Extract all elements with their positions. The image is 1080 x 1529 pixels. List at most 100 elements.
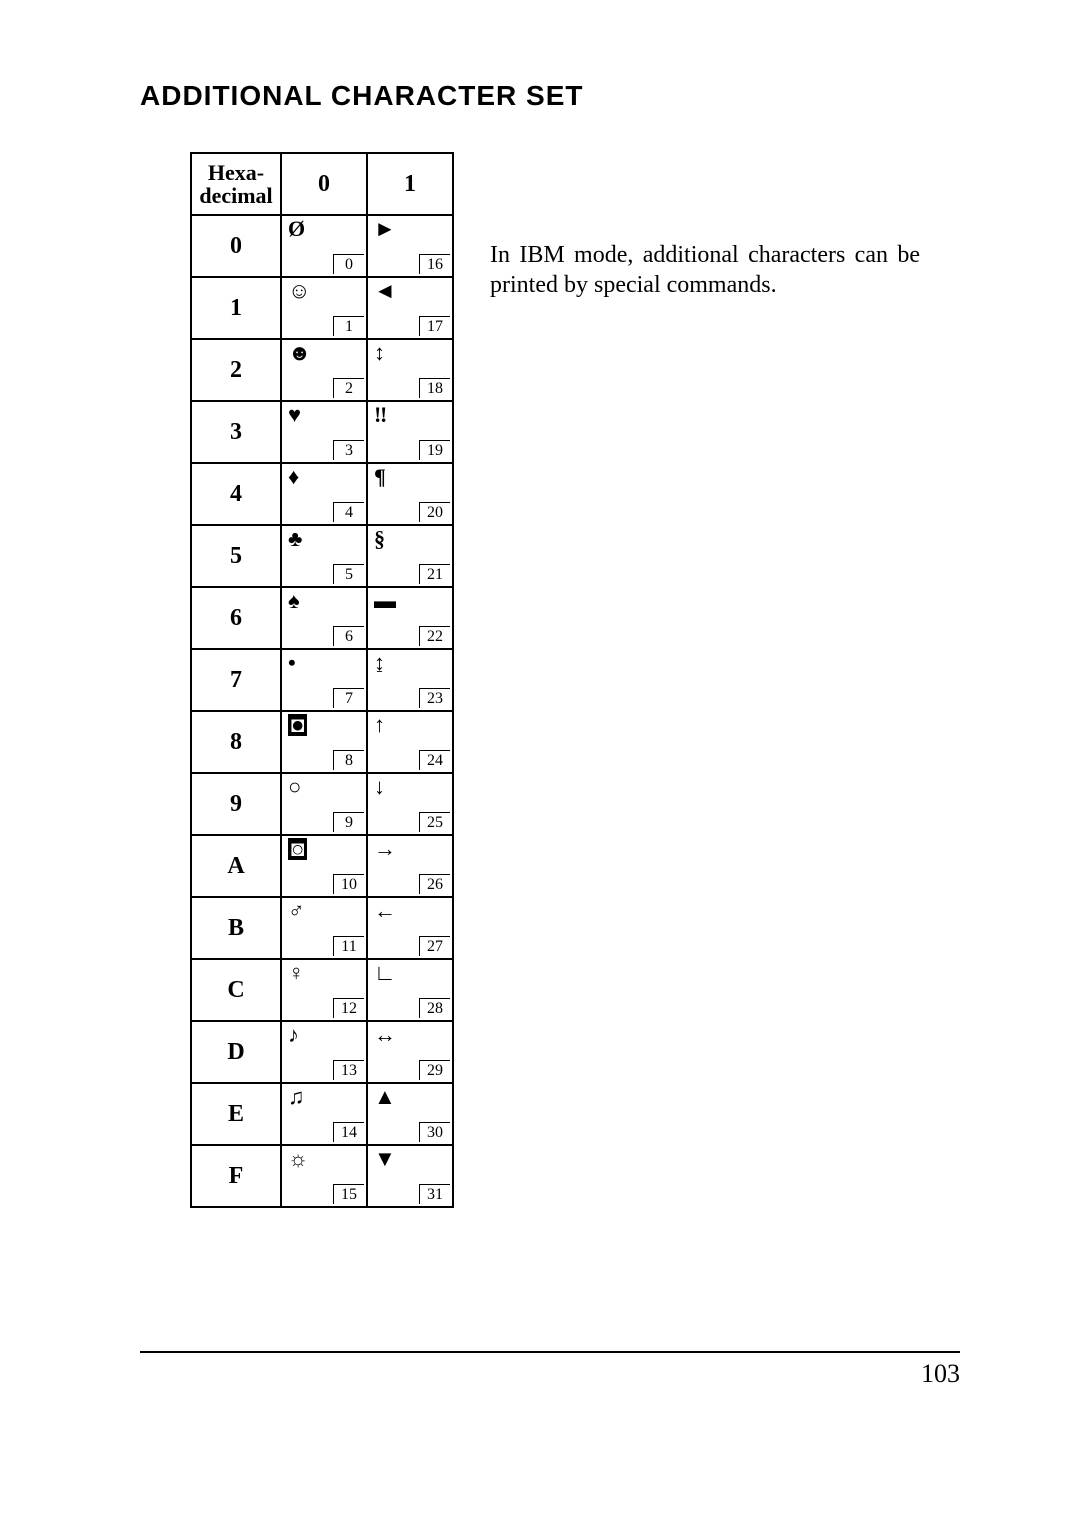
charset-cell: ♂ 11 — [281, 897, 367, 959]
charset-cell: ♥3 — [281, 401, 367, 463]
decimal-index: 21 — [419, 564, 450, 584]
table-row: B ♂ 11←27 — [191, 897, 453, 959]
table-row: 8 ◘ 8 ↑ 24 — [191, 711, 453, 773]
glyph: ♀ — [288, 962, 305, 984]
header-corner: Hexa- decimal — [191, 153, 281, 215]
charset-cell: Ø0 — [281, 215, 367, 277]
glyph: ↕ — [374, 342, 385, 364]
decimal-index: 2 — [333, 378, 364, 398]
glyph: ▲ — [374, 1086, 396, 1108]
table-row: C♀12∟28 — [191, 959, 453, 1021]
decimal-index: 0 — [333, 254, 364, 274]
charset-cell: ▬ 22 — [367, 587, 453, 649]
glyph: ► — [374, 218, 396, 240]
glyph: ♂ — [288, 900, 305, 922]
content-row: Hexa- decimal 0 1 0Ø0►161☺1◄172☻2↕183♥3‼… — [140, 152, 960, 1208]
glyph: ▼ — [374, 1148, 396, 1170]
glyph: ♫ — [288, 1086, 305, 1108]
header-col-1: 1 — [367, 153, 453, 215]
table-row: 4♦4 ¶ 20 — [191, 463, 453, 525]
table-row: E♫14▲30 — [191, 1083, 453, 1145]
glyph: ↑ — [374, 714, 385, 736]
decimal-index: 6 — [333, 626, 364, 646]
row-key: F — [191, 1145, 281, 1207]
decimal-index: 23 — [419, 688, 450, 708]
charset-cell: ♪13 — [281, 1021, 367, 1083]
charset-cell: § 21 — [367, 525, 453, 587]
page-footer: 103 — [140, 1351, 960, 1389]
glyph: ◙ — [288, 838, 307, 860]
decimal-index: 4 — [333, 502, 364, 522]
glyph: ▬ — [374, 590, 396, 612]
charset-cell: ∟28 — [367, 959, 453, 1021]
charset-cell: ○9 — [281, 773, 367, 835]
decimal-index: 3 — [333, 440, 364, 460]
table-row: F ☼ 15 ▼ 31 — [191, 1145, 453, 1207]
charset-tbody: 0Ø0►161☺1◄172☻2↕183♥3‼194♦4¶205♣5§216♠6▬… — [191, 215, 453, 1207]
charset-cell: ♫14 — [281, 1083, 367, 1145]
glyph: ☻ — [288, 342, 311, 364]
charset-cell: → 26 — [367, 835, 453, 897]
side-text: In IBM mode, additional characters can b… — [490, 152, 920, 300]
row-key: E — [191, 1083, 281, 1145]
row-key: 5 — [191, 525, 281, 587]
row-key: B — [191, 897, 281, 959]
row-key: 8 — [191, 711, 281, 773]
charset-cell: ☼ 15 — [281, 1145, 367, 1207]
glyph: ♪ — [288, 1024, 299, 1046]
glyph: ○ — [288, 776, 301, 798]
decimal-index: 15 — [333, 1184, 364, 1204]
charset-cell: ♀12 — [281, 959, 367, 1021]
header-col-0: 0 — [281, 153, 367, 215]
charset-cell: ¶ 20 — [367, 463, 453, 525]
page-number: 103 — [921, 1359, 960, 1388]
glyph: ◘ — [288, 714, 307, 736]
glyph: ¶ — [374, 466, 386, 488]
charset-cell: ↨ 23 — [367, 649, 453, 711]
charset-cell: ◄17 — [367, 277, 453, 339]
charset-cell: ► 16 — [367, 215, 453, 277]
glyph: ♣ — [288, 528, 302, 550]
table-row: A◙10 → 26 — [191, 835, 453, 897]
glyph: ☼ — [288, 1148, 308, 1170]
decimal-index: 27 — [419, 936, 450, 956]
decimal-index: 31 — [419, 1184, 450, 1204]
charset-cell: ◙10 — [281, 835, 367, 897]
glyph: → — [374, 838, 396, 860]
charset-cell: •7 — [281, 649, 367, 711]
decimal-index: 17 — [419, 316, 450, 336]
glyph: ☺ — [288, 280, 310, 302]
charset-cell: ↔29 — [367, 1021, 453, 1083]
row-key: 9 — [191, 773, 281, 835]
table-row: D♪13↔29 — [191, 1021, 453, 1083]
glyph: ↨ — [374, 652, 385, 674]
row-key: 7 — [191, 649, 281, 711]
glyph: ∟ — [374, 962, 396, 984]
row-key: A — [191, 835, 281, 897]
charset-cell: ←27 — [367, 897, 453, 959]
charset-cell: ↓25 — [367, 773, 453, 835]
decimal-index: 26 — [419, 874, 450, 894]
table-row: 0Ø0►16 — [191, 215, 453, 277]
glyph: Ø — [288, 218, 305, 240]
row-key: 1 — [191, 277, 281, 339]
page-title: ADDITIONAL CHARACTER SET — [140, 80, 960, 112]
glyph: ↔ — [374, 1024, 396, 1046]
decimal-index: 24 — [419, 750, 450, 770]
decimal-index: 20 — [419, 502, 450, 522]
decimal-index: 22 — [419, 626, 450, 646]
glyph: § — [374, 528, 385, 550]
decimal-index: 8 — [333, 750, 364, 770]
decimal-index: 11 — [333, 936, 364, 956]
charset-table-wrap: Hexa- decimal 0 1 0Ø0►161☺1◄172☻2↕183♥3‼… — [190, 152, 454, 1208]
decimal-index: 5 — [333, 564, 364, 584]
charset-cell: ‼19 — [367, 401, 453, 463]
charset-cell: ♠6 — [281, 587, 367, 649]
row-key: D — [191, 1021, 281, 1083]
row-key: 6 — [191, 587, 281, 649]
row-key: 0 — [191, 215, 281, 277]
charset-cell: ♦4 — [281, 463, 367, 525]
decimal-index: 16 — [419, 254, 450, 274]
row-key: 3 — [191, 401, 281, 463]
charset-cell: ↕18 — [367, 339, 453, 401]
